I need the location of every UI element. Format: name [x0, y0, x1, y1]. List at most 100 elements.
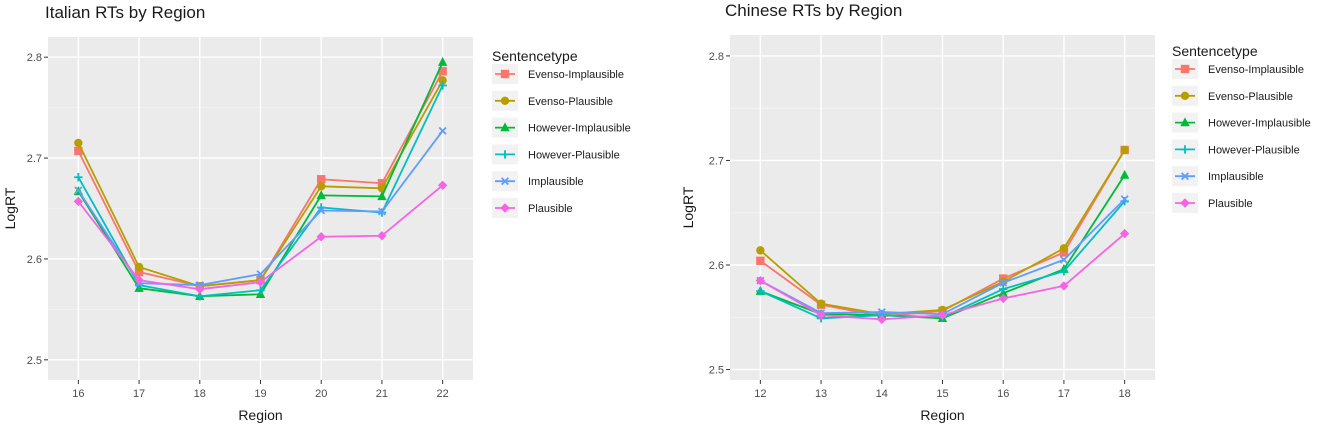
legend: Sentencetype Evenso-Implausible Evenso-Pla…	[492, 48, 631, 218]
legend-key-marker	[1180, 64, 1190, 74]
legend-key-marker	[500, 203, 510, 213]
x-tick-label: 16	[997, 388, 1009, 400]
legend-key-marker	[500, 96, 510, 106]
data-point	[317, 182, 326, 191]
x-tick-label: 12	[754, 388, 766, 400]
legend-key-marker	[500, 122, 510, 132]
legend-key-marker	[501, 177, 509, 186]
y-tick-label: 2.8	[27, 52, 42, 64]
data-point	[438, 81, 447, 90]
data-point	[74, 173, 83, 182]
legend-label: Plausible	[528, 203, 573, 215]
legend-title: Sentencetype	[492, 48, 578, 64]
x-tick-label: 13	[815, 388, 827, 400]
data-point	[1120, 145, 1129, 155]
x-tick-label: 18	[194, 388, 206, 400]
x-tick-label: 20	[315, 388, 327, 400]
y-tick-label: 2.5	[709, 365, 724, 377]
data-point	[1059, 267, 1069, 276]
legend-label: However-Implausible	[528, 123, 631, 135]
x-tick-label: 15	[936, 388, 948, 400]
data-point	[74, 138, 83, 148]
x-tick-label: 17	[1058, 388, 1070, 400]
data-point	[195, 284, 205, 294]
legend-key-marker	[1180, 91, 1190, 101]
legend-key-marker	[1181, 172, 1189, 181]
data-point	[756, 286, 765, 296]
data-point	[816, 299, 826, 308]
x-tick-label: 22	[437, 388, 449, 400]
legend-label: Evenso-Plausible	[1208, 91, 1293, 103]
data-point	[1059, 244, 1069, 253]
legend-key-marker	[1180, 145, 1190, 154]
data-point	[74, 146, 83, 156]
legend-label: However-Plausible	[528, 149, 620, 161]
data-point	[377, 207, 386, 216]
legend-key-marker	[1180, 117, 1190, 127]
x-tick-label: 14	[876, 388, 888, 400]
data-point	[316, 232, 326, 242]
data-point	[438, 67, 447, 76]
data-point	[74, 186, 83, 195]
data-point	[317, 175, 326, 184]
x-tick-label: 18	[1119, 388, 1131, 400]
data-point	[438, 76, 447, 85]
legend-label: However-Plausible	[1208, 144, 1300, 156]
legend-key-marker	[500, 150, 510, 159]
x-tick-label: 19	[254, 388, 266, 400]
y-tick-label: 2.6	[709, 260, 724, 272]
data-point	[134, 262, 144, 272]
series-6	[755, 228, 1130, 325]
data-point	[755, 275, 766, 286]
data-point	[756, 256, 765, 266]
legend-label: Evenso-Implausible	[528, 69, 624, 81]
legend-label: Implausible	[528, 176, 584, 188]
data-point	[937, 310, 948, 320]
data-point	[134, 267, 144, 277]
data-point	[256, 270, 265, 279]
legend-label: Implausible	[1208, 171, 1264, 183]
data-point	[437, 180, 448, 190]
x-axis-title: Region	[920, 407, 964, 423]
series-6	[73, 180, 448, 294]
data-point	[1059, 255, 1068, 264]
data-point	[377, 231, 387, 241]
data-point	[438, 126, 447, 135]
legend: Sentencetype Evenso-Implausible Evenso-Pla…	[1172, 43, 1311, 213]
legend-key-marker	[500, 69, 510, 79]
data-point	[316, 190, 326, 200]
data-point	[1119, 228, 1130, 239]
y-tick-label: 2.5	[27, 355, 42, 367]
y-axis-title: LogRT	[680, 186, 696, 228]
data-point	[756, 246, 765, 255]
data-point	[1059, 281, 1069, 291]
data-point	[317, 206, 326, 215]
y-tick-label: 2.6	[27, 254, 42, 266]
data-point	[877, 314, 887, 325]
x-tick-label: 17	[133, 388, 145, 400]
chart-2: Chinese RTs by Region 2.5 2.6 2.7 2.8 12 13 14 1…	[680, 1, 1311, 423]
data-point	[377, 179, 387, 188]
x-tick-label: 21	[376, 388, 388, 400]
data-point	[134, 275, 144, 285]
data-point	[73, 196, 84, 207]
chart-1: Italian RTs by Region 2.5 2.6 2.7 2.8 16 17 18 1…	[2, 3, 631, 423]
x-axis-title: Region	[238, 407, 282, 423]
data-point	[998, 293, 1008, 304]
data-point	[999, 284, 1008, 294]
data-point	[255, 277, 266, 287]
legend-title: Sentencetype	[1172, 43, 1258, 59]
legend-label: Plausible	[1208, 198, 1253, 210]
y-axis-title: LogRT	[2, 187, 18, 229]
y-tick-label: 2.7	[27, 153, 42, 165]
chart-title: Chinese RTs by Region	[725, 1, 902, 20]
data-point	[1120, 195, 1129, 204]
data-point	[877, 308, 886, 317]
legend-key-marker	[1180, 198, 1190, 208]
y-tick-label: 2.7	[709, 155, 724, 167]
y-tick-label: 2.8	[709, 51, 724, 63]
data-point	[256, 286, 265, 295]
data-point	[377, 191, 387, 201]
data-point	[816, 310, 826, 320]
